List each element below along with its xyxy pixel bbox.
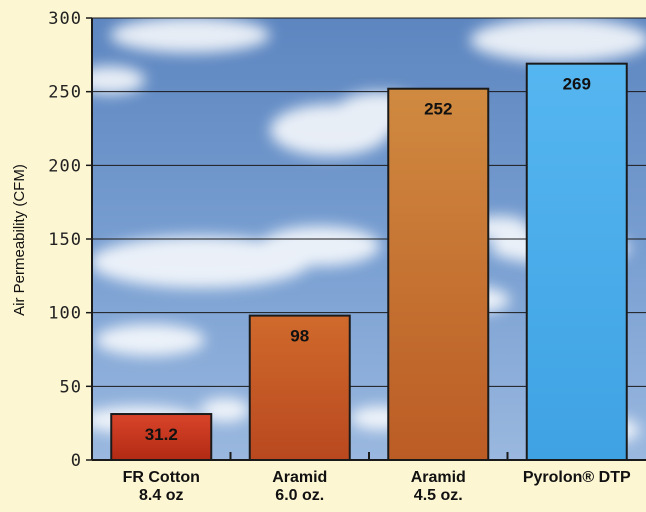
x-category-label-line: 4.5 oz. [414, 487, 463, 504]
y-tick-label: 250 [48, 83, 82, 103]
y-tick-label: 0 [71, 451, 82, 471]
x-category-label-line: 6.0 oz. [275, 487, 324, 504]
x-category-label: Pyrolon® DTP [523, 469, 631, 486]
y-tick-label: 300 [48, 9, 82, 29]
bar [525, 62, 628, 461]
y-tick-label: 200 [48, 156, 82, 176]
x-category-label: Aramid 6.0 oz. [272, 469, 327, 504]
bar [387, 87, 490, 461]
bar-value-label: 31.2 [145, 425, 178, 444]
x-category-label-line: Pyrolon® DTP [523, 469, 631, 486]
x-category-label: FR Cotton 8.4 oz [123, 469, 200, 504]
bar-value-label: 252 [424, 100, 452, 119]
bar-value-label: 98 [290, 327, 309, 346]
x-category-label: Aramid 4.5 oz. [411, 469, 466, 504]
y-tick-labels: 0 50 100 150 200 250 300 [48, 9, 82, 471]
y-tick-label: 100 [48, 304, 82, 324]
y-tick-label: 50 [60, 377, 82, 397]
x-category-label-line: FR Cotton [123, 469, 200, 486]
x-category-label-line: Aramid [411, 469, 466, 486]
bar-value-label: 269 [563, 75, 591, 94]
bar [248, 314, 351, 462]
bars: 31.2 98 252 269 [110, 62, 628, 462]
axes [91, 18, 646, 461]
y-axis-title: Air Permeability (CFM) [11, 164, 28, 316]
x-category-label-line: Aramid [272, 469, 327, 486]
y-tick-label: 150 [48, 230, 82, 250]
x-category-label-line: 8.4 oz [139, 487, 183, 504]
